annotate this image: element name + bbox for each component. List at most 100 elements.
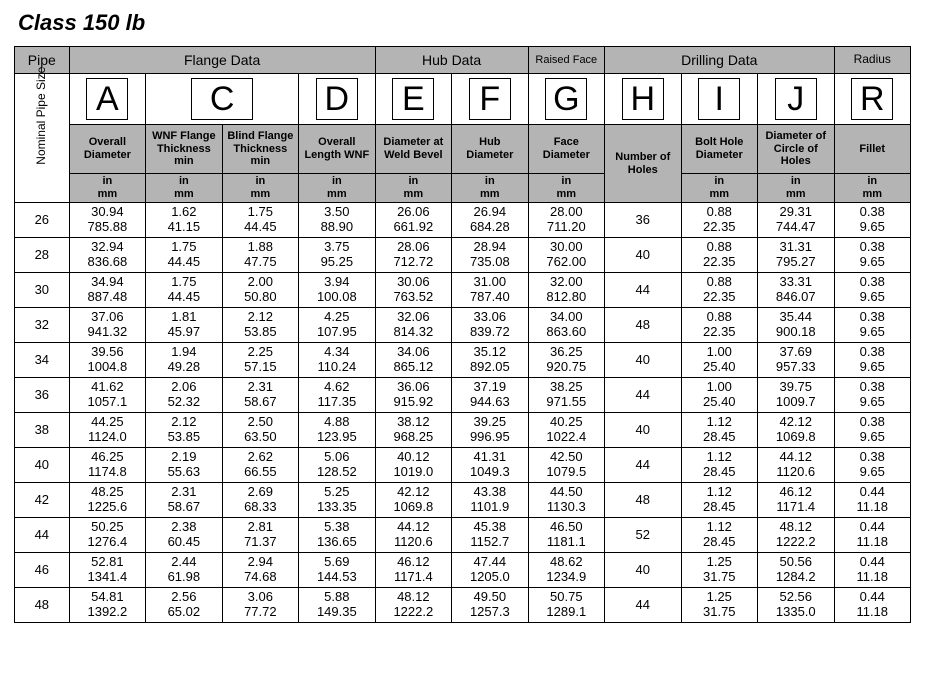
cell-E: 36.06915.92 (375, 378, 451, 413)
cell-G: 46.501181.1 (528, 518, 604, 553)
pipe-size: 48 (15, 588, 70, 623)
sub-C1: WNF Flange Thickness min (146, 125, 222, 174)
cell-C1: 1.6241.15 (146, 203, 222, 238)
cell-C1: 1.9449.28 (146, 343, 222, 378)
cell-C2: 2.3158.67 (222, 378, 298, 413)
pipe-size: 28 (15, 238, 70, 273)
cell-R: 0.389.65 (834, 343, 911, 378)
cell-R: 0.389.65 (834, 448, 911, 483)
cell-G: 42.501079.5 (528, 448, 604, 483)
cell-A: 44.251124.0 (69, 413, 145, 448)
cell-A: 37.06941.32 (69, 308, 145, 343)
cell-E: 28.06712.72 (375, 238, 451, 273)
cell-C2: 2.5063.50 (222, 413, 298, 448)
cell-H: 40 (605, 238, 681, 273)
cell-A: 41.621057.1 (69, 378, 145, 413)
table-row: 3641.621057.12.0652.322.3158.674.62117.3… (15, 378, 911, 413)
u-C2: inmm (222, 174, 298, 203)
cell-D: 5.25133.35 (299, 483, 376, 518)
table-row: 4854.811392.22.5665.023.0677.725.88149.3… (15, 588, 911, 623)
cell-C2: 1.8847.75 (222, 238, 298, 273)
cell-R: 0.389.65 (834, 413, 911, 448)
cell-I: 0.8822.35 (681, 273, 757, 308)
cell-E: 40.121019.0 (375, 448, 451, 483)
cell-E: 34.06865.12 (375, 343, 451, 378)
table-row: 4046.251174.82.1955.632.6266.555.06128.5… (15, 448, 911, 483)
cell-D: 4.88123.95 (299, 413, 376, 448)
letter-J: J (758, 74, 834, 125)
page-title: Class 150 lb (18, 10, 911, 36)
table-row: 2630.94785.881.6241.151.7544.453.5088.90… (15, 203, 911, 238)
cell-R: 0.4411.18 (834, 518, 911, 553)
cell-F: 41.311049.3 (452, 448, 528, 483)
sub-G: Face Diameter (528, 125, 604, 174)
cell-A: 52.811341.4 (69, 553, 145, 588)
hdr-flange: Flange Data (69, 47, 375, 74)
cell-C1: 1.8145.97 (146, 308, 222, 343)
cell-G: 28.00711.20 (528, 203, 604, 238)
cell-D: 4.62117.35 (299, 378, 376, 413)
sublabel-row: Overall Diameter WNF Flange Thickness mi… (15, 125, 911, 174)
cell-A: 48.251225.6 (69, 483, 145, 518)
cell-I: 1.0025.40 (681, 378, 757, 413)
cell-G: 40.251022.4 (528, 413, 604, 448)
units-row: inmm inmm inmm inmm inmm inmm inmm inmm … (15, 174, 911, 203)
sub-F: Hub Diameter (452, 125, 528, 174)
cell-D: 3.7595.25 (299, 238, 376, 273)
sub-E: Diameter at Weld Bevel (375, 125, 451, 174)
cell-J: 37.69957.33 (758, 343, 834, 378)
cell-A: 30.94785.88 (69, 203, 145, 238)
pipe-size: 30 (15, 273, 70, 308)
pipe-size: 46 (15, 553, 70, 588)
cell-I: 0.8822.35 (681, 203, 757, 238)
cell-J: 39.751009.7 (758, 378, 834, 413)
cell-F: 49.501257.3 (452, 588, 528, 623)
cell-D: 5.69144.53 (299, 553, 376, 588)
sub-H: Number of Holes (605, 125, 681, 203)
letter-G: G (528, 74, 604, 125)
page-root: Class 150 lb Pipe Flange Data Hub Data R… (0, 0, 925, 687)
cell-C2: 2.6968.33 (222, 483, 298, 518)
cell-H: 48 (605, 308, 681, 343)
cell-F: 39.25996.95 (452, 413, 528, 448)
cell-R: 0.389.65 (834, 273, 911, 308)
cell-C2: 2.0050.80 (222, 273, 298, 308)
cell-I: 1.2531.75 (681, 553, 757, 588)
cell-H: 44 (605, 378, 681, 413)
header-group-row: Pipe Flange Data Hub Data Raised Face Dr… (15, 47, 911, 74)
pipe-size: 32 (15, 308, 70, 343)
cell-A: 50.251276.4 (69, 518, 145, 553)
letter-E: E (375, 74, 451, 125)
cell-D: 5.06128.52 (299, 448, 376, 483)
cell-F: 47.441205.0 (452, 553, 528, 588)
cell-D: 5.38136.65 (299, 518, 376, 553)
cell-G: 44.501130.3 (528, 483, 604, 518)
flange-spec-table: Pipe Flange Data Hub Data Raised Face Dr… (14, 46, 911, 623)
nominal-pipe-size-label: Nominal Pipe Size (15, 74, 70, 203)
cell-R: 0.389.65 (834, 378, 911, 413)
cell-C1: 2.3158.67 (146, 483, 222, 518)
cell-A: 39.561004.8 (69, 343, 145, 378)
u-D: inmm (299, 174, 376, 203)
cell-J: 46.121171.4 (758, 483, 834, 518)
sub-J: Diameter of Circle of Holes (758, 125, 834, 174)
cell-F: 43.381101.9 (452, 483, 528, 518)
pipe-size: 34 (15, 343, 70, 378)
cell-F: 35.12892.05 (452, 343, 528, 378)
pipe-size: 40 (15, 448, 70, 483)
cell-E: 26.06661.92 (375, 203, 451, 238)
cell-A: 32.94836.68 (69, 238, 145, 273)
cell-E: 38.12968.25 (375, 413, 451, 448)
cell-H: 40 (605, 553, 681, 588)
cell-C2: 3.0677.72 (222, 588, 298, 623)
cell-J: 48.121222.2 (758, 518, 834, 553)
hdr-hub: Hub Data (375, 47, 528, 74)
u-F: inmm (452, 174, 528, 203)
table-row: 3844.251124.02.1253.852.5063.504.88123.9… (15, 413, 911, 448)
cell-J: 44.121120.6 (758, 448, 834, 483)
cell-C1: 1.7544.45 (146, 238, 222, 273)
cell-I: 1.1228.45 (681, 518, 757, 553)
cell-C2: 2.2557.15 (222, 343, 298, 378)
cell-F: 45.381152.7 (452, 518, 528, 553)
letter-F: F (452, 74, 528, 125)
